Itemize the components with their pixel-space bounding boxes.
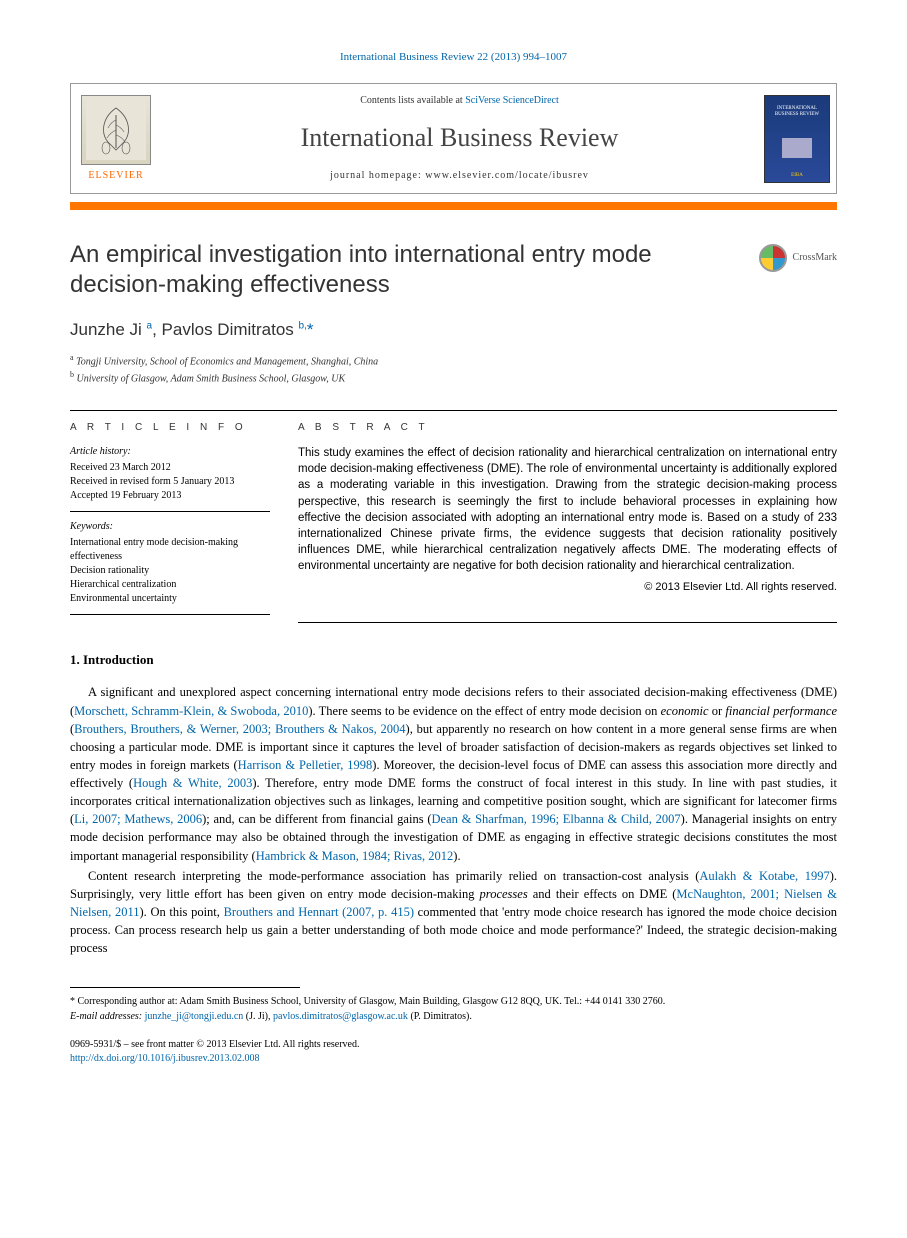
- abstract-heading: A B S T R A C T: [298, 421, 837, 435]
- email-who-1: (J. Ji),: [243, 1011, 273, 1022]
- emails-label: E-mail addresses:: [70, 1011, 145, 1022]
- citation-link[interactable]: Hough & White, 2003: [133, 776, 252, 790]
- affiliation-a: a Tongji University, School of Economics…: [70, 352, 837, 369]
- keyword-item: Environmental uncertainty: [70, 592, 270, 606]
- cover-image: INTERNATIONAL BUSINESS REVIEW EIBA: [764, 95, 830, 183]
- journal-cover-thumb: INTERNATIONAL BUSINESS REVIEW EIBA: [758, 84, 836, 192]
- citation-link[interactable]: Morschett, Schramm-Klein, & Swoboda, 201…: [74, 704, 308, 718]
- contents-available-line: Contents lists available at SciVerse Sci…: [173, 94, 746, 108]
- citation-link[interactable]: McNaughton, 2001; Nielsen & Nielsen, 201…: [70, 887, 837, 919]
- keyword-item: International entry mode decision-making…: [70, 536, 270, 564]
- article-info-column: A R T I C L E I N F O Article history: R…: [70, 411, 270, 623]
- citation-link[interactable]: Harrison & Pelletier, 1998: [238, 758, 373, 772]
- article-history-block: Article history: Received 23 March 2012 …: [70, 445, 270, 512]
- crossmark-badge[interactable]: CrossMark: [759, 244, 837, 272]
- received-date: Received 23 March 2012: [70, 461, 270, 475]
- issn-line: 0969-5931/$ – see front matter © 2013 El…: [70, 1038, 837, 1052]
- intro-para-1: A significant and unexplored aspect conc…: [70, 683, 837, 864]
- abstract-copyright: © 2013 Elsevier Ltd. All rights reserved…: [298, 580, 837, 595]
- abstract-text: This study examines the effect of decisi…: [298, 445, 837, 574]
- corresponding-author-footnote: * Corresponding author at: Adam Smith Bu…: [70, 994, 837, 1024]
- email-line: E-mail addresses: junzhe_ji@tongji.edu.c…: [70, 1009, 837, 1024]
- email-link-1[interactable]: junzhe_ji@tongji.edu.cn: [145, 1011, 244, 1022]
- affiliation-b: b University of Glasgow, Adam Smith Busi…: [70, 369, 837, 386]
- citation-link[interactable]: Brouthers and Hennart (2007, p. 415): [224, 905, 414, 919]
- footnote-separator: [70, 987, 300, 994]
- citation-link[interactable]: Aulakh & Kotabe, 1997: [699, 869, 829, 883]
- page-footer: 0969-5931/$ – see front matter © 2013 El…: [70, 1038, 837, 1066]
- journal-header-box: ELSEVIER Contents lists available at Sci…: [70, 83, 837, 193]
- homepage-url: www.elsevier.com/locate/ibusrev: [425, 170, 589, 181]
- doi-link[interactable]: http://dx.doi.org/10.1016/j.ibusrev.2013…: [70, 1053, 259, 1064]
- intro-para-2: Content research interpreting the mode-p…: [70, 867, 837, 958]
- article-info-heading: A R T I C L E I N F O: [70, 421, 270, 435]
- elsevier-tree-icon: [81, 95, 151, 165]
- contents-prefix: Contents lists available at: [360, 95, 465, 106]
- citation-link[interactable]: Hambrick & Mason, 1984; Rivas, 2012: [256, 849, 454, 863]
- publisher-name: ELSEVIER: [88, 169, 143, 183]
- affiliations: a Tongji University, School of Economics…: [70, 352, 837, 387]
- authors-line: Junzhe Ji a, Pavlos Dimitratos b,*: [70, 318, 837, 342]
- abstract-column: A B S T R A C T This study examines the …: [298, 411, 837, 623]
- sciencedirect-link[interactable]: SciVerse ScienceDirect: [465, 95, 559, 106]
- keyword-item: Hierarchical centralization: [70, 578, 270, 592]
- accepted-date: Accepted 19 February 2013: [70, 489, 270, 503]
- email-who-2: (P. Dimitratos).: [408, 1011, 472, 1022]
- publisher-logo-block: ELSEVIER: [71, 84, 161, 192]
- homepage-prefix: journal homepage:: [330, 170, 425, 181]
- keyword-item: Decision rationality: [70, 564, 270, 578]
- citation-link[interactable]: Li, 2007; Mathews, 2006: [74, 812, 202, 826]
- citation-link[interactable]: Dean & Sharfman, 1996; Elbanna & Child, …: [431, 812, 680, 826]
- journal-name: International Business Review: [173, 120, 746, 156]
- citation-link[interactable]: Brouthers, Brouthers, & Werner, 2003; Br…: [74, 722, 405, 736]
- keywords-block: Keywords: International entry mode decis…: [70, 520, 270, 615]
- history-label: Article history:: [70, 445, 270, 459]
- top-citation: International Business Review 22 (2013) …: [70, 50, 837, 65]
- keywords-label: Keywords:: [70, 520, 270, 534]
- crossmark-label: CrossMark: [793, 251, 837, 265]
- corr-author-line: * Corresponding author at: Adam Smith Bu…: [70, 994, 837, 1009]
- article-title: An empirical investigation into internat…: [70, 240, 739, 300]
- crossmark-icon: [759, 244, 787, 272]
- cover-globe-icon: [782, 138, 812, 158]
- journal-homepage-line: journal homepage: www.elsevier.com/locat…: [173, 169, 746, 183]
- revised-date: Received in revised form 5 January 2013: [70, 475, 270, 489]
- info-abstract-row: A R T I C L E I N F O Article history: R…: [70, 410, 837, 623]
- orange-divider-bar: [70, 202, 837, 210]
- header-center: Contents lists available at SciVerse Sci…: [161, 84, 758, 192]
- cover-text: INTERNATIONAL BUSINESS REVIEW: [765, 106, 829, 118]
- section-1-heading: 1. Introduction: [70, 651, 837, 669]
- email-link-2[interactable]: pavlos.dimitratos@glasgow.ac.uk: [273, 1011, 408, 1022]
